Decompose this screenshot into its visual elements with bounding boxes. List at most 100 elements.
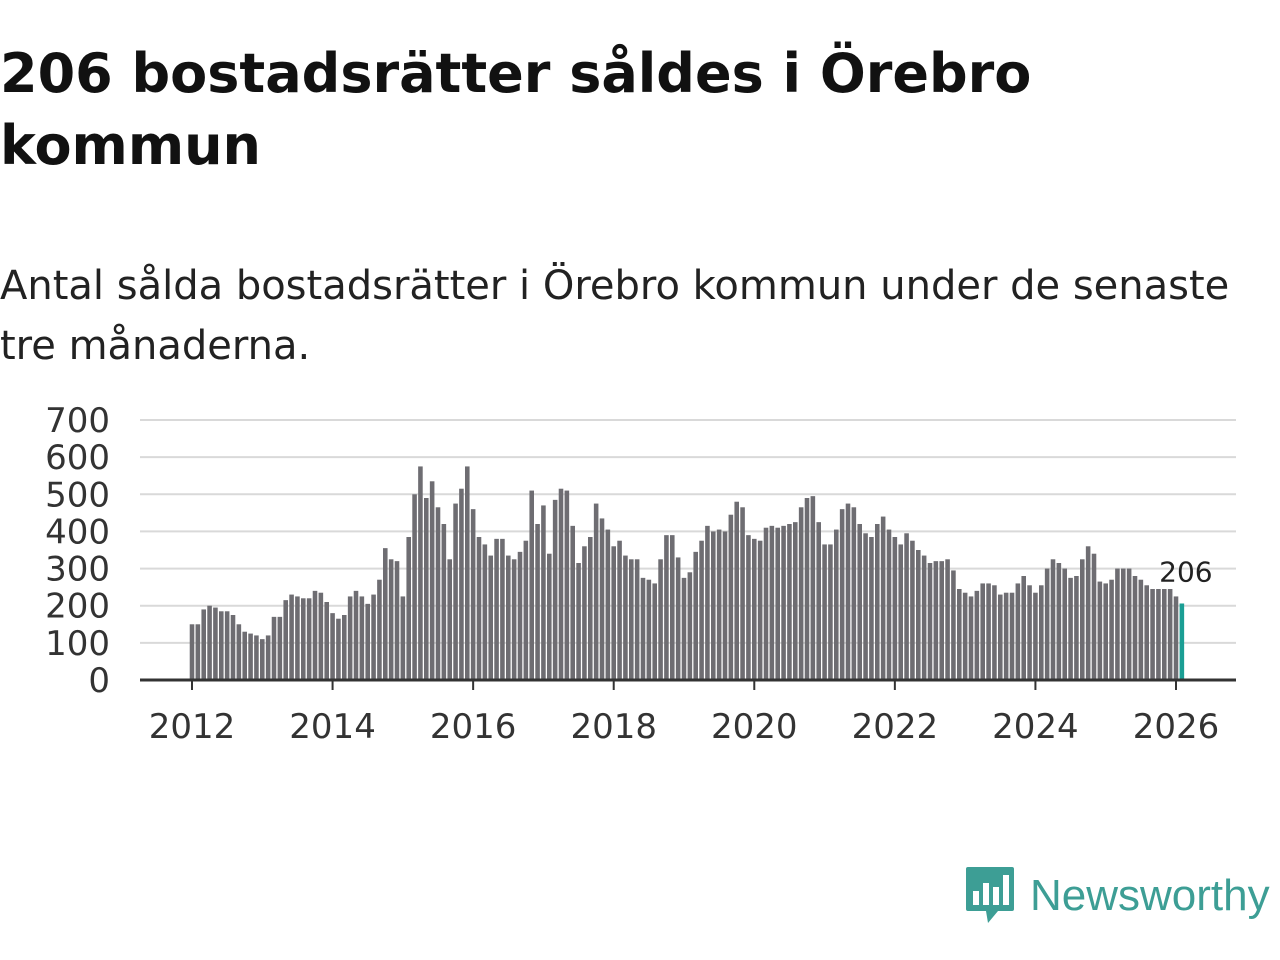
bar [804,498,810,680]
bar [746,535,751,680]
bar [406,537,411,680]
bar [599,518,605,680]
bar [705,525,710,680]
bar [1021,576,1026,680]
bar [962,592,968,680]
bar [658,559,663,680]
bar [1091,553,1097,680]
bar [447,559,452,680]
newsworthy-logo: Newsworthy [964,864,1270,928]
bar [494,538,499,680]
x-tick-label: 2020 [711,707,798,747]
bar [213,607,218,680]
bar [394,561,400,680]
bar [834,529,839,680]
bar [1156,589,1161,680]
bar [1044,568,1050,680]
bar [1115,568,1120,680]
chart-title: 206 bostadsrätter såldes i Örebro kommun [0,42,1032,177]
bar [681,577,687,680]
bar [400,596,406,680]
y-tick-label: 500 [45,475,110,515]
bar [306,598,312,680]
x-tick-marks [191,680,1177,690]
bar [910,540,915,680]
bar [1162,589,1167,680]
bar [435,507,441,680]
bar [769,525,775,680]
bar [552,499,558,680]
bar [793,522,798,680]
bar [342,615,347,680]
brand-name: Newsworthy [1030,871,1270,920]
bar [318,592,324,680]
bar [1033,592,1038,680]
y-tick-label: 600 [45,438,110,478]
bar [1109,579,1114,680]
bar [1062,568,1067,680]
y-tick-label: 300 [45,550,110,590]
bar [734,501,739,680]
bar [822,544,827,680]
bar [506,555,511,680]
bar [869,537,874,680]
bar [605,529,611,680]
bar [265,635,271,680]
bar [880,516,886,680]
bar [365,603,370,680]
bar [775,527,780,680]
bars [189,466,1185,680]
bar [1126,568,1132,680]
bar [875,524,880,680]
bar [459,488,464,680]
bar [687,572,693,680]
y-tick-label: 400 [45,512,110,552]
bar [863,533,868,680]
bar [324,602,329,680]
bar [500,538,505,680]
x-tick-label: 2022 [852,707,939,747]
bar [301,598,306,680]
bar [388,559,394,680]
bar [787,524,792,680]
bar [582,546,587,680]
bar [968,596,974,680]
bar [851,507,857,680]
bar [254,635,259,680]
bar [207,605,212,680]
bar [201,609,206,680]
bar [570,525,575,680]
bar [892,537,898,680]
bar [810,496,816,680]
bar [236,624,242,680]
bar [939,561,944,680]
bar [828,544,833,680]
bar [517,551,523,680]
bar [377,579,382,680]
bar [529,490,534,680]
bar [1009,592,1015,680]
bar [242,631,247,680]
bar [488,555,493,680]
bar [1173,596,1179,680]
bar [470,509,476,680]
bar [195,624,201,680]
bar [845,503,851,680]
x-tick-label: 2024 [992,707,1079,747]
bar [722,531,728,680]
bar [904,533,909,680]
bar [933,561,939,680]
bar [1144,585,1149,680]
bar [189,624,195,680]
bar [330,613,335,680]
bar [1085,546,1091,680]
bar [441,524,447,680]
x-tick-label: 2026 [1133,707,1220,747]
bar [1150,589,1155,680]
y-tick-label: 100 [45,624,110,664]
bar [740,507,745,680]
bar [957,589,962,680]
bar [424,498,429,680]
bar [412,494,417,680]
